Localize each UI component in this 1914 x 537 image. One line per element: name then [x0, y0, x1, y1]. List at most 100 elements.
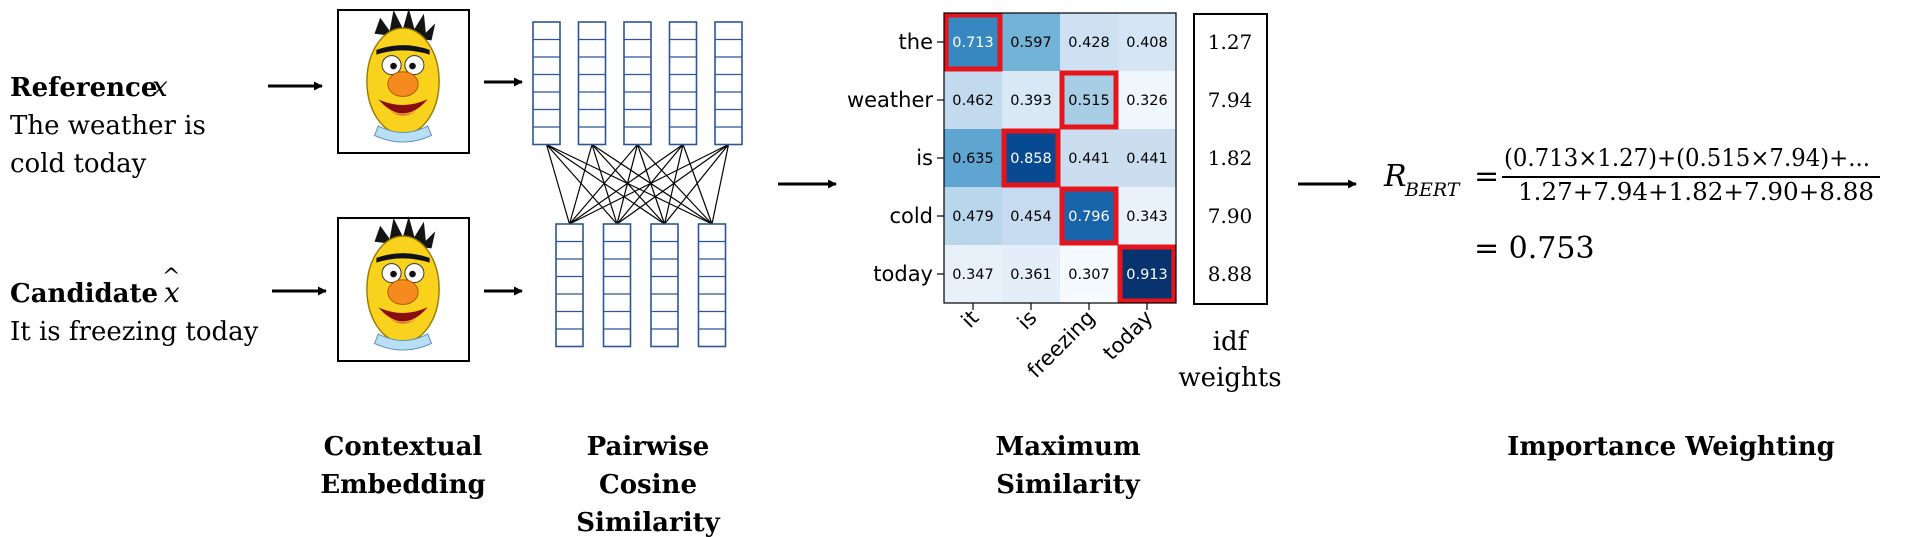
reference-line-2: cold today: [10, 149, 147, 179]
heatmap-cell-value: 0.428: [1068, 35, 1110, 51]
stage-contextual-embedding-line-2: Embedding: [320, 470, 485, 500]
heatmap-cell-value: 0.713: [952, 35, 994, 51]
heatmap-cell: 0.796: [1060, 187, 1118, 245]
idf-value: 7.90: [1208, 204, 1253, 228]
reference-heading: Reference: [10, 73, 157, 103]
heatmap-cell: 0.597: [1002, 13, 1060, 71]
pairwise-line: [591, 144, 618, 225]
heatmap-cell: 0.307: [1060, 245, 1118, 303]
y-tick-label: the: [899, 30, 933, 54]
max-similarity-highlight: [1059, 186, 1119, 246]
heatmap-cell-value: 0.441: [1068, 151, 1110, 167]
heatmap-cell-value: 0.393: [1010, 93, 1052, 109]
y-tick-label: weather: [847, 88, 933, 112]
max-similarity-highlight: [1001, 128, 1061, 188]
max-similarity-highlight: [1059, 70, 1119, 130]
pairwise-line: [682, 144, 713, 225]
stage-max-similarity-line-1: Maximum: [996, 432, 1141, 462]
reference-embeddings: [532, 21, 743, 146]
idf-weights: 1.27 7.94 1.82 7.90 8.88 idf weights: [1178, 13, 1282, 393]
pairwise-line: [569, 144, 684, 225]
idf-value: 8.88: [1208, 262, 1253, 286]
formula-lhs-subscript: BERT: [1404, 179, 1461, 201]
candidate-embedding-vector: [650, 223, 679, 348]
x-tick-label: it: [957, 306, 984, 333]
heatmap-cell-value: 0.479: [952, 209, 994, 225]
reference-embedding-vector: [714, 21, 743, 146]
pairwise-line: [591, 143, 713, 225]
x-tick-label: is: [1013, 306, 1042, 335]
candidate-embedding-vector: [602, 223, 632, 348]
reference-line-1: The weather is: [10, 111, 206, 141]
stage-max-similarity-line-2: Similarity: [996, 470, 1140, 500]
pairwise-line: [546, 143, 713, 225]
formula-result: = 0.753: [1474, 231, 1595, 266]
idf-label-line-1: idf: [1213, 327, 1250, 357]
reference-embedding-vector: [532, 21, 561, 146]
heatmap-cell: 0.479: [944, 187, 1002, 245]
pairwise-line: [591, 144, 665, 225]
heatmap-cell-value: 0.597: [1010, 35, 1052, 51]
candidate-embeddings: [555, 223, 727, 348]
encoder-box-reference: [337, 7, 470, 154]
heatmap-cell-value: 0.858: [1010, 151, 1052, 167]
heatmap-cell-value: 0.361: [1010, 267, 1052, 283]
heatmap-cell: 0.347: [944, 245, 1002, 303]
heatmap-cell: 0.441: [1118, 129, 1176, 187]
pairwise-line: [636, 144, 666, 225]
candidate-heading: Candidate: [10, 279, 158, 309]
heatmap-cell-value: 0.441: [1126, 151, 1168, 167]
pairwise-line: [711, 144, 730, 225]
heatmap-cell-value: 0.635: [952, 151, 994, 167]
heatmap-cell-value: 0.454: [1010, 209, 1052, 225]
heatmap-cell-value: 0.796: [1068, 209, 1110, 225]
reference-embedding-vector: [668, 21, 698, 146]
bertscore-formula: R BERT = (0.713×1.27)+(0.515×7.94)+... 1…: [1383, 144, 1880, 266]
stage-pairwise-line-2: Cosine: [599, 470, 697, 500]
candidate-symbol: x: [164, 276, 180, 309]
heatmap-cell-value: 0.326: [1126, 93, 1168, 109]
reference-text: Reference x The weather is cold today: [10, 70, 206, 179]
pairwise-connections: [545, 143, 730, 225]
formula-denominator: 1.27+7.94+1.82+7.90+8.88: [1518, 178, 1874, 206]
idf-value: 1.27: [1208, 30, 1253, 54]
pairwise-line: [664, 144, 729, 225]
pairwise-line: [569, 144, 638, 225]
max-similarity-highlight: [1117, 244, 1177, 304]
heatmap-cell: 0.858: [1002, 129, 1060, 187]
y-tick-label: cold: [889, 204, 933, 228]
pairwise-line: [569, 143, 729, 225]
max-similarity-highlight: [943, 12, 1003, 72]
stage-pairwise-line-1: Pairwise: [587, 432, 710, 462]
candidate-hat: ^: [162, 265, 180, 290]
idf-value: 7.94: [1208, 88, 1253, 112]
pairwise-line: [637, 144, 713, 225]
heatmap-cell: 0.326: [1118, 71, 1176, 129]
idf-box: [1193, 13, 1268, 305]
heatmap-cell: 0.428: [1060, 13, 1118, 71]
heatmap-cell: 0.441: [1060, 129, 1118, 187]
pairwise-line: [545, 144, 571, 225]
heatmap-cell-value: 0.408: [1126, 35, 1168, 51]
heatmap-cell-value: 0.307: [1068, 267, 1110, 283]
formula-lhs: R: [1383, 159, 1407, 194]
similarity-heatmap: 0.713 0.597 0.428 0.408 0.462 0.393 0.515 0.326…: [847, 12, 1177, 383]
reference-embedding-vector: [577, 21, 607, 146]
formula-numerator: (0.713×1.27)+(0.515×7.94)+...: [1504, 144, 1870, 172]
pairwise-line: [546, 144, 618, 225]
encoder-box-candidate: [337, 215, 470, 362]
heatmap-cell: 0.454: [1002, 187, 1060, 245]
y-tick-label: today: [873, 262, 933, 286]
heatmap-cell-value: 0.462: [952, 93, 994, 109]
reference-embedding-vector: [623, 21, 652, 146]
heatmap-cell: 0.913: [1118, 245, 1176, 303]
x-tick-label: today: [1098, 306, 1157, 365]
idf-label-line-2: weights: [1178, 363, 1281, 393]
pairwise-line: [616, 144, 729, 225]
heatmap-cell-value: 0.515: [1068, 93, 1110, 109]
heatmap-cell: 0.635: [944, 129, 1002, 187]
heatmap-cell: 0.361: [1002, 245, 1060, 303]
candidate-line-1: It is freezing today: [10, 317, 259, 347]
heatmap-cell: 0.515: [1060, 71, 1118, 129]
